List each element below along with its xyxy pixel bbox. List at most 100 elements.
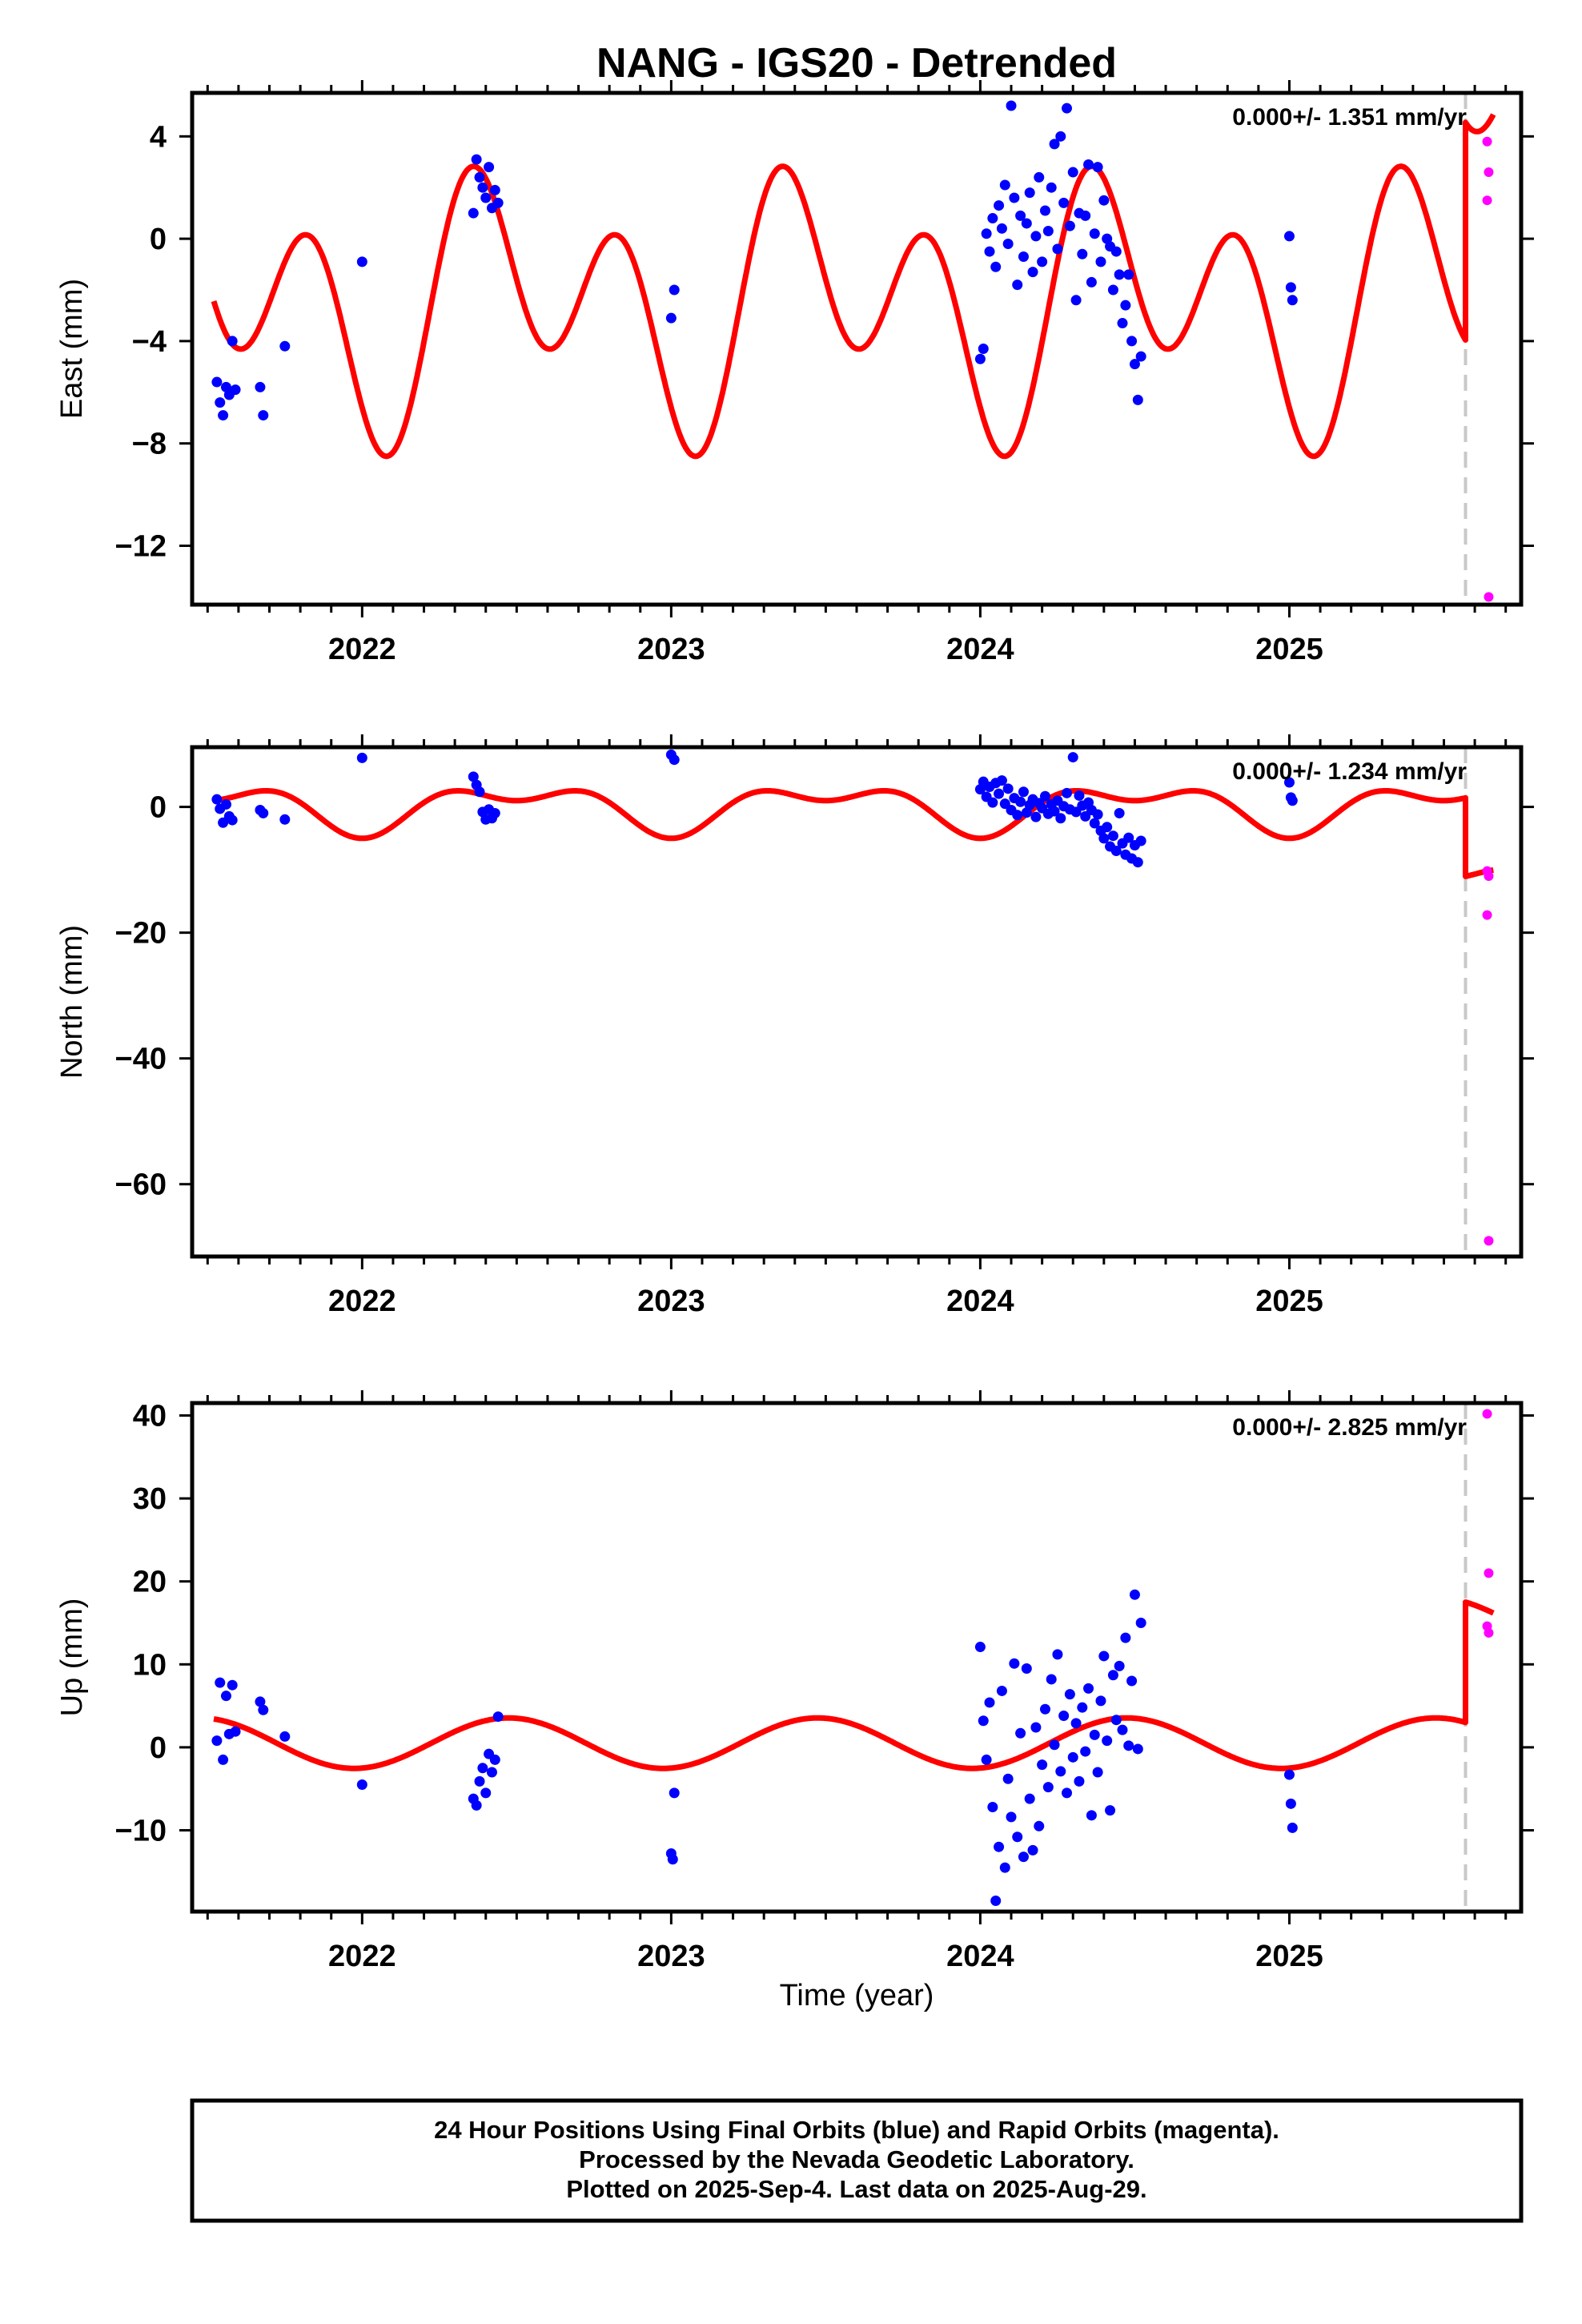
final-orbit-point (1077, 248, 1088, 259)
east-panel: 2022 2023 2024 2025 4 0 −4 −8 −12 East (mm) 0.000+… (55, 80, 1534, 666)
model-curve (212, 1599, 1495, 1771)
final-orbit-point (215, 397, 226, 408)
final-orbit-point (1037, 256, 1048, 267)
final-orbit-point (984, 1697, 995, 1708)
final-orbit-point (471, 154, 482, 165)
final-orbit-point (1030, 811, 1042, 822)
final-orbit-point (1002, 1773, 1014, 1784)
y-tick-label: 20 (133, 1566, 167, 1599)
final-orbit-point (1114, 269, 1125, 280)
final-orbit-point (987, 213, 998, 224)
y-tick-label: 10 (133, 1648, 167, 1682)
final-orbit-point (1135, 835, 1146, 846)
final-orbit-point (1009, 192, 1020, 203)
final-orbit-point (1015, 1727, 1026, 1739)
rapid-orbit-point (1484, 167, 1494, 178)
final-orbit-point (994, 200, 1005, 211)
final-orbit-point (227, 336, 238, 347)
final-orbit-point (1034, 1820, 1045, 1831)
final-orbit-point (468, 207, 479, 219)
final-orbit-point (489, 184, 500, 195)
final-orbit-point (220, 1691, 231, 1702)
final-orbit-point (1027, 267, 1038, 278)
final-orbit-point (987, 797, 998, 808)
final-orbit-point (1002, 239, 1014, 250)
final-orbit-point (474, 171, 485, 183)
final-orbit-point (1102, 822, 1113, 833)
final-orbit-point (1110, 1715, 1122, 1726)
final-orbit-point (1058, 1711, 1070, 1722)
y-tick-label: 30 (133, 1482, 167, 1516)
plot-frame (190, 745, 1524, 1259)
model-curve (211, 113, 1496, 460)
final-orbit-point (1039, 205, 1050, 216)
y-tick-label: −8 (132, 428, 167, 461)
x-tick-label: 2022 (328, 1940, 396, 1973)
final-orbit-point (1107, 830, 1118, 842)
final-orbit-point (978, 344, 989, 354)
final-orbit-point (667, 1854, 678, 1865)
final-orbit-point (990, 1896, 1002, 1907)
final-orbit-point (1052, 243, 1063, 255)
final-orbit-point (489, 807, 500, 818)
final-orbit-point (1077, 1702, 1088, 1713)
final-orbit-point (1012, 810, 1023, 821)
final-orbit-point (1110, 246, 1122, 257)
final-orbit-point (1114, 1660, 1125, 1671)
final-orbit-point (1055, 1766, 1066, 1777)
final-orbit-point (258, 410, 269, 421)
final-orbit-point (255, 1696, 266, 1707)
final-orbit-point (996, 1685, 1007, 1696)
final-orbit-point (1018, 251, 1029, 262)
final-orbit-point (1024, 1793, 1035, 1804)
final-orbit-point (1002, 783, 1014, 794)
final-orbit-point (1015, 210, 1026, 221)
rapid-orbit-point (1482, 1409, 1492, 1419)
final-orbit-point (974, 353, 986, 364)
final-orbit-point (1095, 1695, 1106, 1707)
final-orbit-point (356, 256, 367, 267)
final-orbit-point (1098, 833, 1110, 844)
final-orbit-point (227, 1679, 238, 1691)
final-orbit-point (1012, 1831, 1023, 1843)
final-orbit-point (1105, 1805, 1116, 1816)
rate-annotation: 0.000+/- 2.825 mm/yr (1232, 1414, 1467, 1441)
final-orbit-point (1102, 1735, 1113, 1747)
final-orbit-point (665, 312, 677, 324)
final-orbit-point (1062, 787, 1073, 798)
final-orbit-point (1120, 300, 1131, 311)
final-orbit-point (1287, 795, 1298, 806)
final-orbit-point (218, 1754, 229, 1765)
final-orbit-point (1098, 1651, 1110, 1662)
final-orbit-point (996, 775, 1007, 786)
final-orbit-point (1107, 284, 1118, 296)
final-orbit-point (1092, 1767, 1103, 1778)
final-orbit-point (1046, 182, 1057, 193)
final-orbit-point (1006, 1811, 1017, 1823)
final-orbit-point (468, 771, 479, 782)
north-panel: 2022 2023 2024 2025 0 −20 −40 −60 North (mm) 0.00… (55, 734, 1534, 1318)
final-orbit-point (480, 192, 492, 203)
x-tick-label: 2023 (637, 1285, 705, 1318)
final-orbit-point (974, 1642, 986, 1653)
final-orbit-point (1089, 818, 1100, 829)
final-orbit-point (1086, 276, 1097, 287)
final-orbit-point (1070, 295, 1082, 306)
y-tick-label: 0 (150, 791, 167, 825)
final-orbit-point (211, 1735, 223, 1747)
y-axis-label: East (mm) (55, 279, 89, 419)
final-orbit-point (1123, 832, 1134, 843)
final-orbit-point (1034, 171, 1045, 183)
final-orbit-point (1092, 809, 1103, 820)
final-orbit-point (999, 1862, 1010, 1873)
footer-line-1: 24 Hour Positions Using Final Orbits (bl… (434, 2116, 1279, 2144)
final-orbit-point (211, 794, 223, 805)
final-orbit-point (669, 1787, 680, 1799)
final-orbit-point (486, 1767, 497, 1778)
final-orbit-point (1006, 100, 1017, 111)
footer-box (190, 2098, 1524, 2223)
x-tick-label: 2022 (328, 633, 396, 666)
rapid-orbit-point (1484, 1568, 1494, 1578)
footer-line-3: Plotted on 2025-Sep-4. Last data on 2025… (566, 2175, 1146, 2203)
final-orbit-point (1089, 1729, 1100, 1740)
